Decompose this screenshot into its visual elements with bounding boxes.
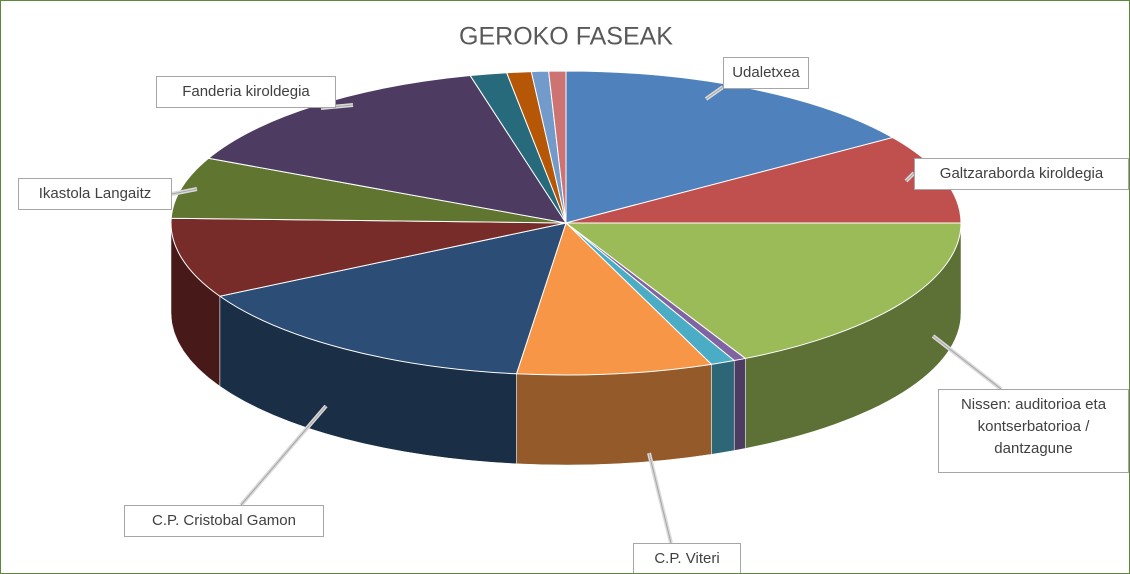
leader-line bbox=[648, 452, 672, 544]
leader-line bbox=[240, 405, 327, 506]
slice-side bbox=[711, 360, 735, 455]
slice bbox=[170, 217, 567, 297]
data-label: C.P. Cristobal Gamon bbox=[124, 505, 324, 537]
slice-side bbox=[733, 358, 746, 451]
data-label: Nissen: auditorioa eta kontserbatorioa /… bbox=[938, 389, 1129, 473]
data-label: Ikastola Langaitz bbox=[18, 178, 172, 210]
slice bbox=[548, 70, 567, 224]
leader-line bbox=[905, 172, 915, 182]
data-label: Udaletxea bbox=[723, 57, 809, 89]
slice bbox=[515, 222, 713, 376]
leader-line bbox=[705, 86, 724, 100]
leader-line bbox=[932, 335, 1002, 390]
data-label: C.P. Viteri bbox=[633, 543, 741, 573]
slice-side bbox=[516, 364, 712, 466]
data-label: Fanderia kiroldegia bbox=[156, 76, 336, 108]
slice bbox=[218, 222, 567, 375]
leader-line bbox=[171, 188, 198, 195]
tops bbox=[170, 70, 962, 376]
chart-title: GEROKO FASEAK bbox=[459, 23, 673, 51]
sides bbox=[170, 222, 962, 466]
slice bbox=[170, 157, 567, 224]
data-label: Galtzaraborda kiroldegia bbox=[914, 158, 1129, 190]
slice bbox=[564, 222, 962, 359]
